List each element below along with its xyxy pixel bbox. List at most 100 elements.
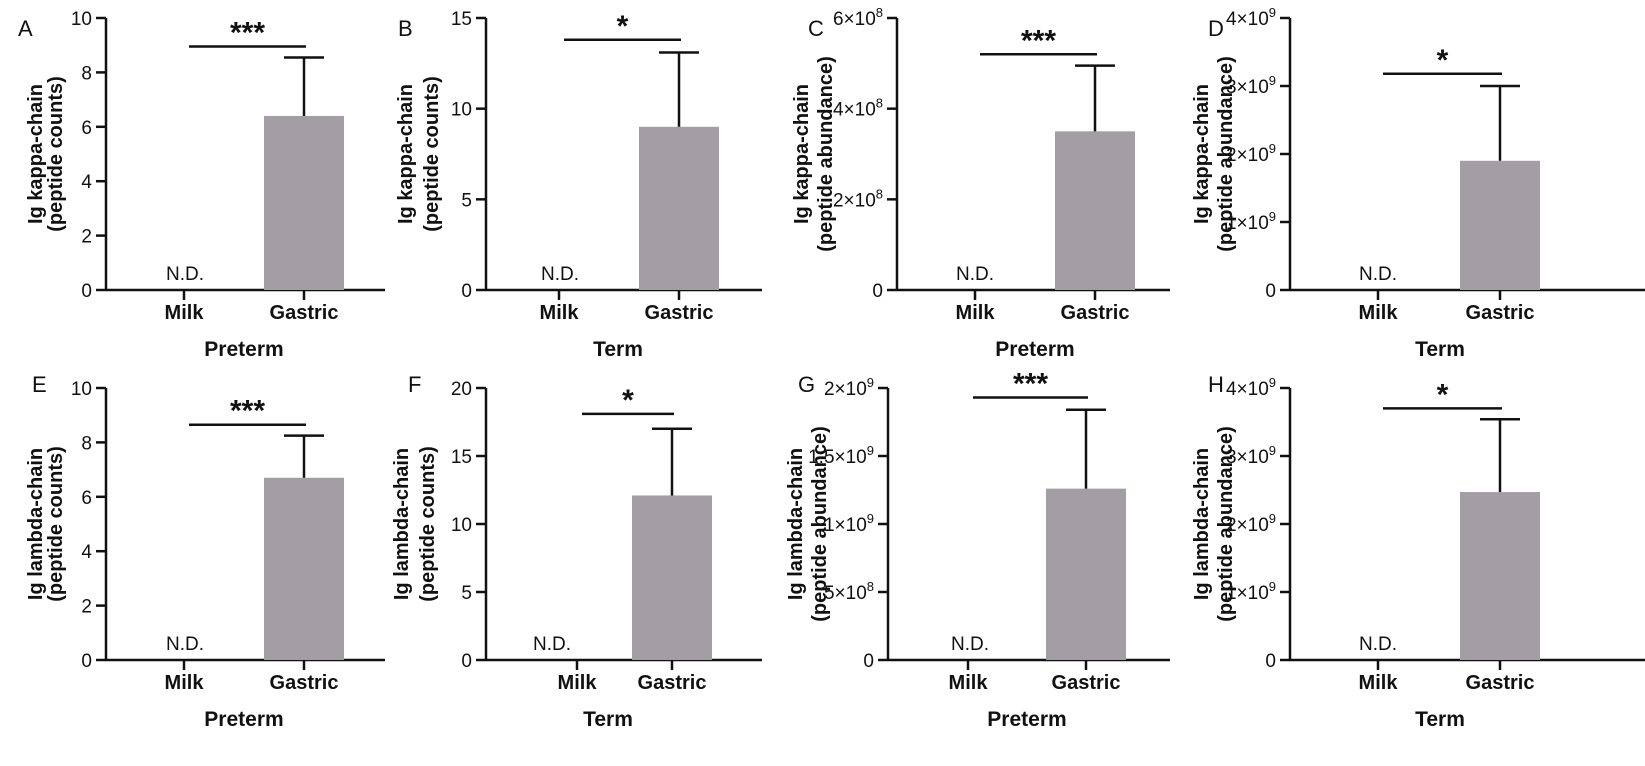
panel-b-y-tick-label: 10 xyxy=(451,100,472,121)
panel-a-y-tick-label: 0 xyxy=(81,281,92,302)
panel-e-y-title: Ig lambda-chain xyxy=(25,448,47,600)
panel-h-y-tick-label: 1×109 xyxy=(1226,579,1276,604)
panel-e-y-title: (peptide counts) xyxy=(45,446,67,602)
panel-c-letter: C xyxy=(808,16,824,41)
panel-b-x-title: Term xyxy=(593,338,643,361)
panel-c-y-tick-label: 2×108 xyxy=(833,186,883,211)
panel-a-significance-label: *** xyxy=(230,17,265,50)
panel-h-nd-label: N.D. xyxy=(1359,634,1397,655)
panel-a-category-label: Gastric xyxy=(270,302,339,324)
panel-e-significance-label: *** xyxy=(230,395,265,428)
panel-e-bar-gastric xyxy=(264,477,344,660)
panel-h-y-tick-label: 3×109 xyxy=(1226,443,1276,468)
panel-g-y-tick-label: 2×109 xyxy=(824,375,874,400)
panel-h-x-title: Term xyxy=(1415,708,1465,731)
panel-g-bar-gastric xyxy=(1046,488,1126,660)
panel-b-y-tick-label: 15 xyxy=(451,9,472,30)
panel-a-y-tick-label: 4 xyxy=(81,172,92,193)
panel-c-y-title: (peptide abundance) xyxy=(815,56,837,252)
panel-d-letter: D xyxy=(1208,16,1224,41)
panel-a-y-title: Ig kappa-chain xyxy=(25,84,47,224)
panel-h-significance-label: * xyxy=(1437,378,1449,411)
panel-c-y-tick-label: 4×108 xyxy=(833,96,883,121)
panel-f-category-label: Milk xyxy=(558,672,598,694)
panel-a-category-label: Milk xyxy=(165,302,205,324)
panel-g-y-title: (peptide abundance) xyxy=(809,426,831,622)
panel-a-nd-label: N.D. xyxy=(166,264,204,285)
panel-e-y-tick-label: 6 xyxy=(81,488,92,509)
panel-b-y-tick-label: 5 xyxy=(461,190,472,211)
panel-d-y-tick-label: 3×109 xyxy=(1226,73,1276,98)
panel-d-y-tick-label: 0 xyxy=(1265,281,1276,302)
panel-d-bar-gastric xyxy=(1460,160,1540,290)
panel-c-category-label: Gastric xyxy=(1061,302,1130,324)
panel-g-y-tick-label: 0 xyxy=(863,651,874,672)
panel-e-category-label: Gastric xyxy=(270,672,339,694)
panel-d-y-tick-label: 2×109 xyxy=(1226,141,1276,166)
panel-d-y-tick-label: 4×109 xyxy=(1226,5,1276,30)
panel-f-y-tick-label: 5 xyxy=(461,583,472,604)
panel-f-significance-label: * xyxy=(622,384,634,417)
panel-e-x-title: Preterm xyxy=(204,708,283,731)
panel-c-y-title: Ig kappa-chain xyxy=(791,84,813,224)
panel-g-y-tick-label: 1.5×109 xyxy=(808,443,874,468)
panel-c-category-label: Milk xyxy=(956,302,996,324)
panel-a-bar-gastric xyxy=(264,115,344,290)
panel-h-category-label: Gastric xyxy=(1466,672,1535,694)
panel-f-y-tick-label: 10 xyxy=(451,515,472,536)
panel-c-y-tick-label: 6×108 xyxy=(833,5,883,30)
panel-a-y-tick-label: 2 xyxy=(81,227,92,248)
panel-b-y-title: Ig kappa-chain xyxy=(395,84,417,224)
panel-a-x-title: Preterm xyxy=(204,338,283,361)
panel-g-category-label: Milk xyxy=(949,672,989,694)
panel-f-y-title: Ig lambda-chain xyxy=(391,448,413,600)
panel-g-significance-label: *** xyxy=(1013,368,1048,401)
panel-c-nd-label: N.D. xyxy=(956,264,994,285)
panel-e-nd-label: N.D. xyxy=(166,634,204,655)
panel-d-y-title: Ig kappa-chain xyxy=(1191,84,1213,224)
panel-d-y-title: (peptide abundance) xyxy=(1215,56,1237,252)
panel-f-category-label: Gastric xyxy=(638,672,707,694)
panel-g-category-label: Gastric xyxy=(1052,672,1121,694)
panel-h-y-title: (peptide abundance) xyxy=(1215,426,1237,622)
panel-f-y-tick-label: 20 xyxy=(451,379,472,400)
panel-f-nd-label: N.D. xyxy=(533,634,571,655)
panel-d-category-label: Milk xyxy=(1359,302,1399,324)
panel-c-y-tick-label: 0 xyxy=(872,281,883,302)
panel-d-x-title: Term xyxy=(1415,338,1465,361)
panel-e-y-tick-label: 2 xyxy=(81,597,92,618)
panel-c-x-title: Preterm xyxy=(995,338,1074,361)
panel-g-y-title: Ig lambda-chain xyxy=(785,448,807,600)
panel-c-significance-label: *** xyxy=(1021,24,1056,57)
panel-g-y-tick-label: 5×108 xyxy=(824,579,874,604)
panel-h-bar-gastric xyxy=(1460,492,1540,660)
panel-d-nd-label: N.D. xyxy=(1359,264,1397,285)
panel-b-significance-label: * xyxy=(617,10,629,43)
panel-e-category-label: Milk xyxy=(165,672,205,694)
panel-f-y-tick-label: 0 xyxy=(461,651,472,672)
panel-a-y-tick-label: 8 xyxy=(81,63,92,84)
panel-b-bar-gastric xyxy=(639,126,719,290)
panel-d-significance-label: * xyxy=(1437,44,1449,77)
panel-d-category-label: Gastric xyxy=(1466,302,1535,324)
panel-h-y-tick-label: 0 xyxy=(1265,651,1276,672)
panel-h-y-tick-label: 4×109 xyxy=(1226,375,1276,400)
panel-d-y-tick-label: 1×109 xyxy=(1226,209,1276,234)
panel-b-y-title: (peptide counts) xyxy=(421,76,443,232)
panel-h-letter: H xyxy=(1208,372,1224,397)
panel-a-y-title: (peptide counts) xyxy=(45,76,67,232)
panel-f-y-title: (peptide counts) xyxy=(417,446,439,602)
panel-a-y-tick-label: 6 xyxy=(81,118,92,139)
panel-e-letter: E xyxy=(32,372,47,397)
panel-f-y-tick-label: 15 xyxy=(451,447,472,468)
panel-h-y-tick-label: 2×109 xyxy=(1226,511,1276,536)
panel-g-nd-label: N.D. xyxy=(951,634,989,655)
panel-b-category-label: Milk xyxy=(540,302,580,324)
panel-f-x-title: Term xyxy=(583,708,633,731)
panel-a-y-tick-label: 10 xyxy=(71,9,92,30)
panel-e-y-tick-label: 4 xyxy=(81,542,92,563)
panel-c-bar-gastric xyxy=(1055,131,1135,290)
panel-b-category-label: Gastric xyxy=(645,302,714,324)
panel-e-y-tick-label: 8 xyxy=(81,433,92,454)
panel-b-nd-label: N.D. xyxy=(541,264,579,285)
